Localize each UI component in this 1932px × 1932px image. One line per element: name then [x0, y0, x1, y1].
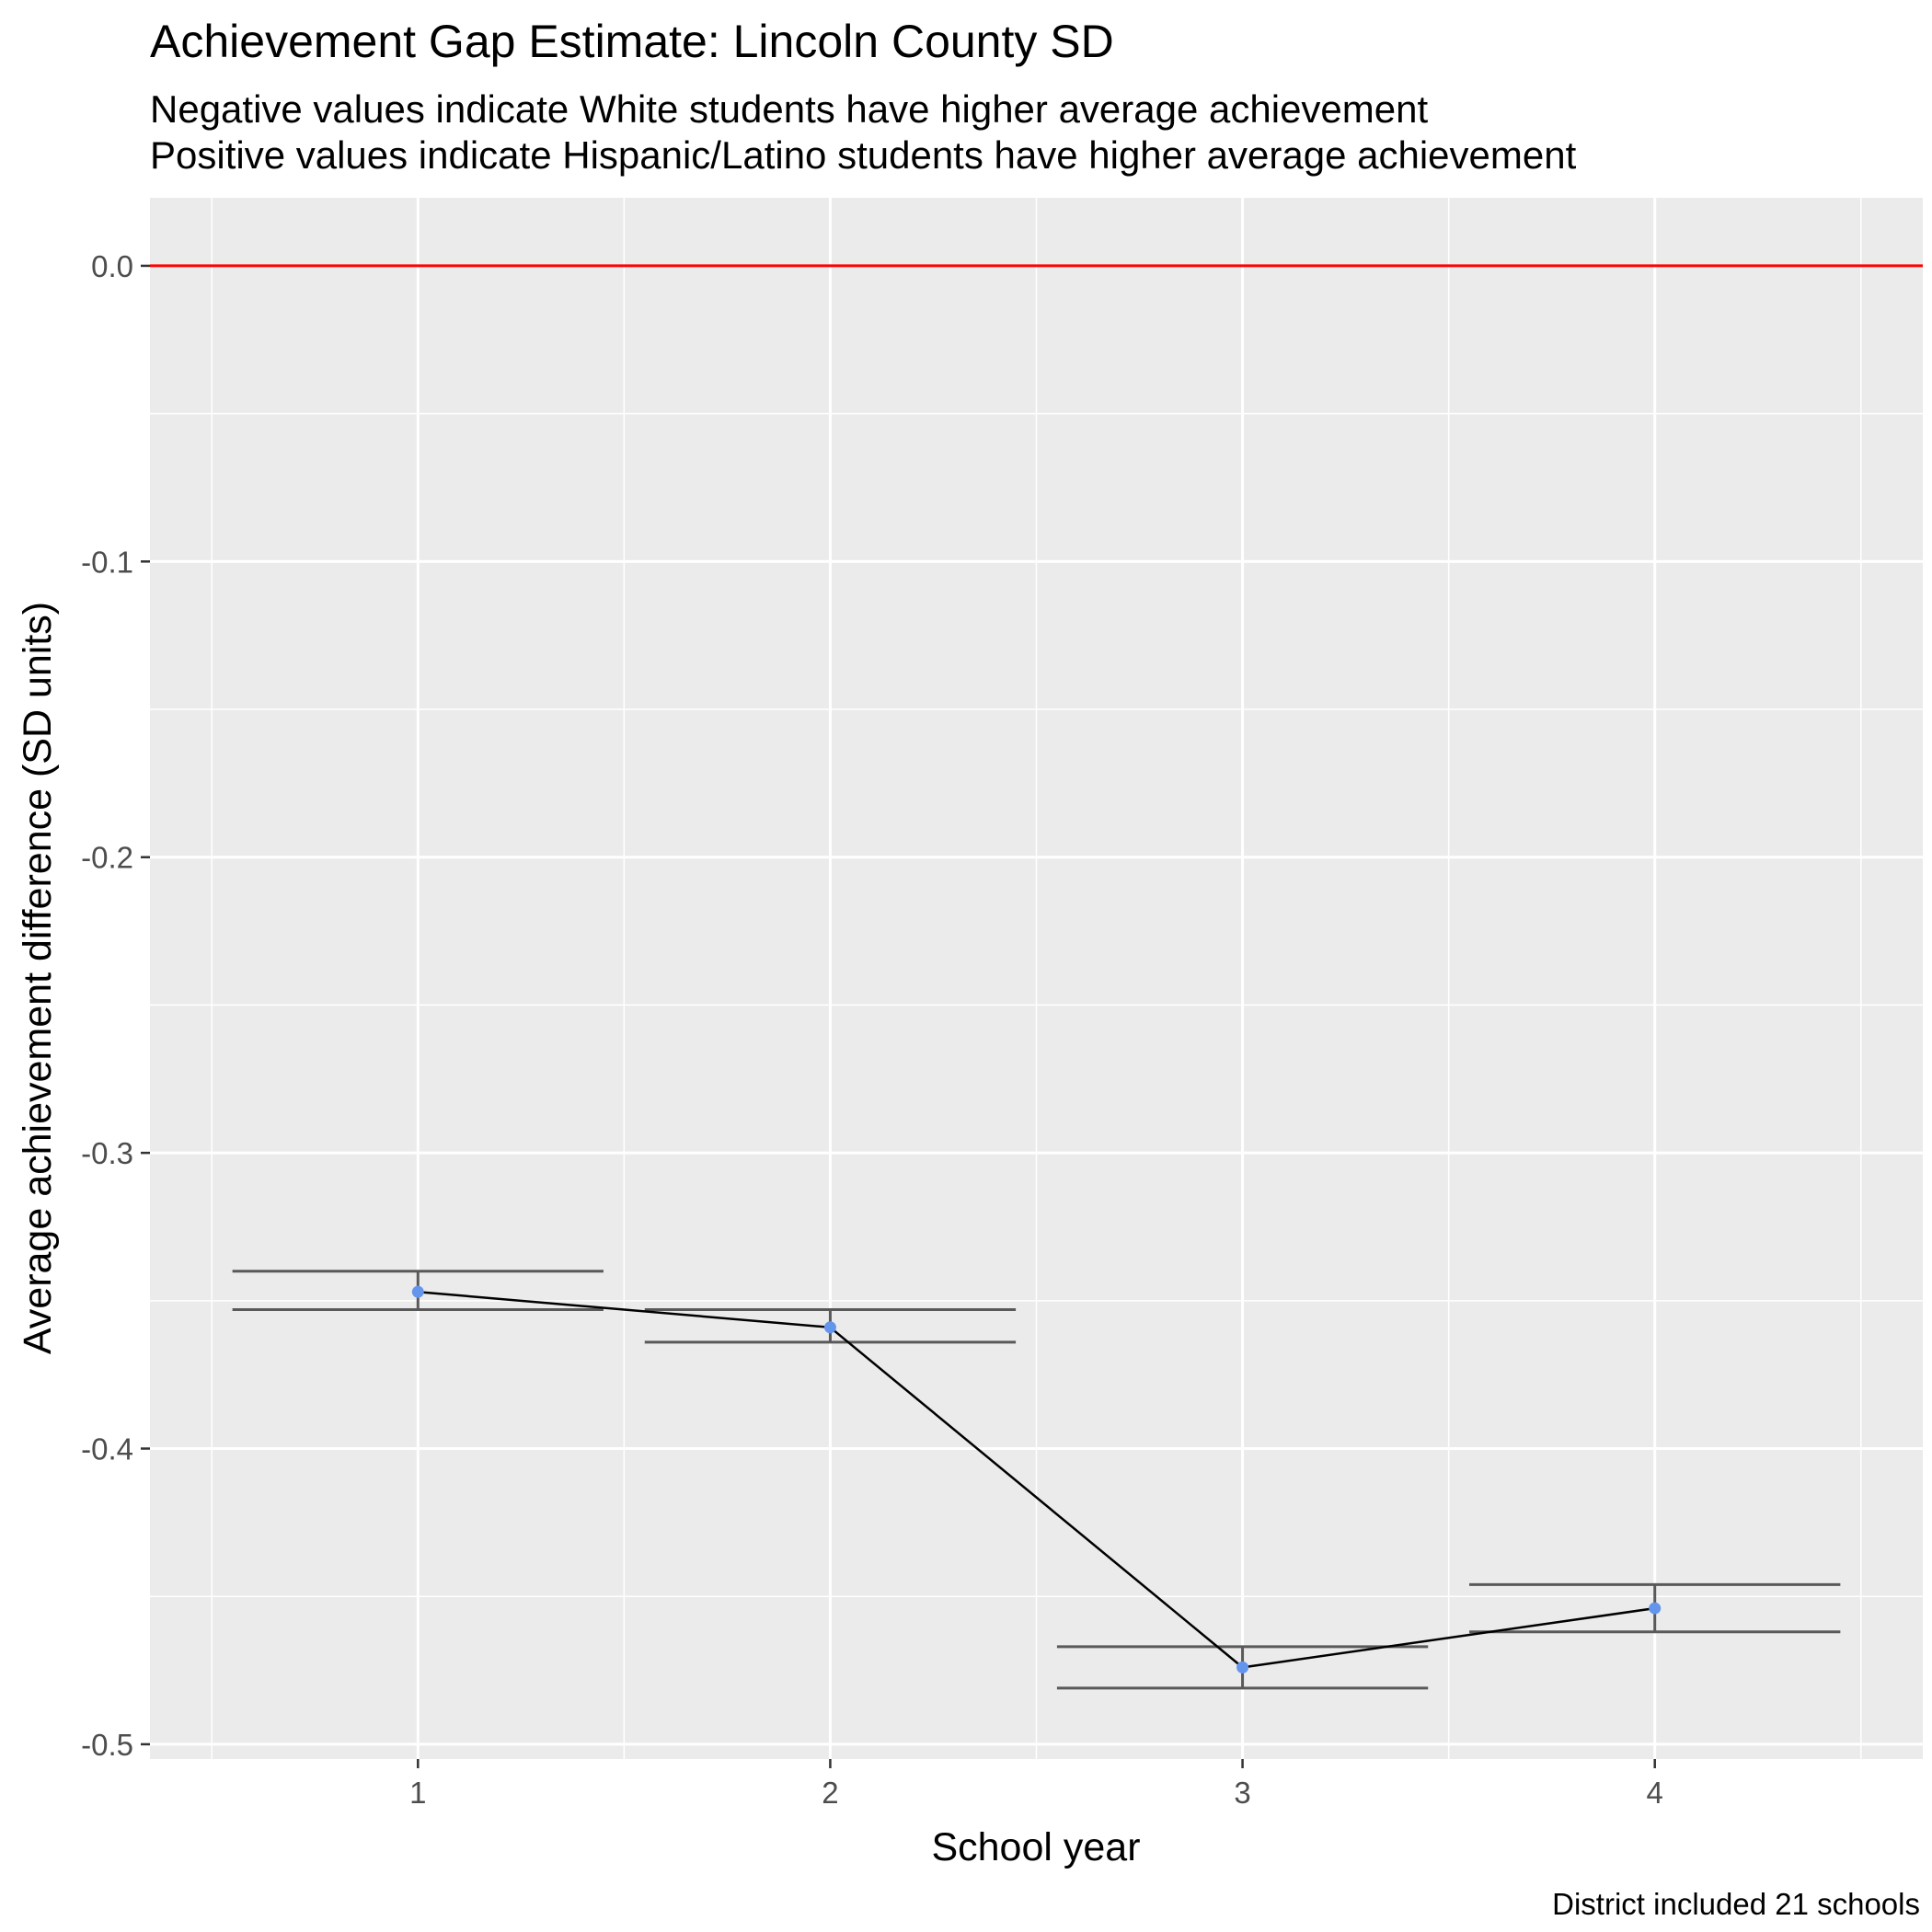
y-tick-label: -0.1: [81, 545, 133, 579]
data-point: [823, 1321, 836, 1334]
y-tick-label: -0.5: [81, 1728, 133, 1762]
y-tick-label: -0.3: [81, 1136, 133, 1170]
chart-subtitle-line-2: Positive values indicate Hispanic/Latino…: [150, 133, 1577, 177]
minor-gridlines: [150, 198, 1923, 1759]
data-point: [1649, 1602, 1662, 1615]
x-axis-title: School year: [931, 1825, 1140, 1869]
y-axis-title: Average achievement difference (SD units…: [16, 602, 60, 1354]
x-tick-label: 3: [1234, 1776, 1250, 1810]
x-tick-label: 2: [822, 1776, 838, 1810]
x-tick-label: 1: [409, 1776, 426, 1810]
data-point: [411, 1285, 424, 1298]
y-tick-label: -0.4: [81, 1432, 133, 1466]
series-line-layer: [418, 1290, 1655, 1669]
y-tick-label: 0.0: [91, 249, 133, 283]
x-tick-label: 4: [1647, 1776, 1663, 1810]
x-axis: 1 2 3 4: [409, 1759, 1663, 1810]
chart-caption: District included 21 schools: [1552, 1887, 1920, 1921]
y-tick-label: -0.2: [81, 841, 133, 875]
chart-title: Achievement Gap Estimate: Lincoln County…: [150, 16, 1114, 67]
series-line: [418, 1290, 1655, 1669]
data-points: [411, 1285, 1662, 1673]
y-axis: 0.0 -0.1 -0.2 -0.3 -0.4 -0.5: [81, 249, 150, 1762]
error-bars: [232, 1270, 1841, 1690]
chart-subtitle-line-1: Negative values indicate White students …: [150, 87, 1428, 131]
data-point: [1236, 1661, 1249, 1673]
